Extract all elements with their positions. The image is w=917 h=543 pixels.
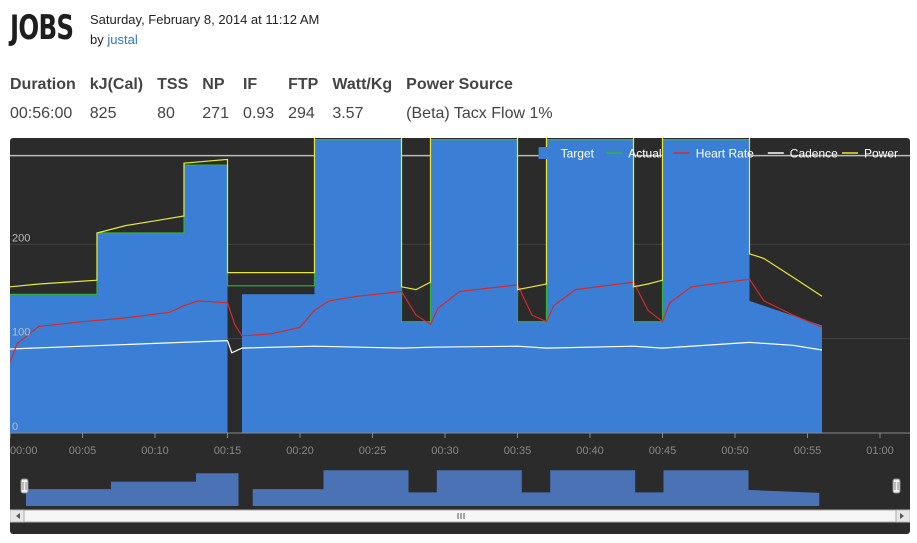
stat-header-ftp: FTP [288, 76, 319, 93]
legend-label-actual: Actual [628, 147, 661, 161]
x-tick-label-12: 01:00 [866, 445, 894, 457]
x-tick-label-6: 00:30 [431, 445, 459, 457]
stat-header-np: NP [202, 76, 225, 93]
stat-header-if: IF [242, 76, 258, 93]
x-tick-label-1: 00:05 [69, 445, 97, 457]
x-axis-ticks: 00:00 00:05 00:10 00:15 00:20 00:25 00:30 00:35… [9, 432, 910, 457]
legend-item-cadence[interactable]: Cadence [767, 147, 838, 161]
y-tick-label-1: 100 [12, 327, 30, 339]
navigator-handle-body [892, 478, 901, 494]
scrollbar-right-arrow-icon[interactable] [900, 513, 904, 519]
legend-item-actual[interactable]: Actual [606, 147, 662, 161]
stat-header-power-source: Power Source [406, 76, 513, 93]
legend-label-target: Target [561, 147, 595, 161]
stat-header-duration: Duration [10, 76, 76, 93]
y-axis-ticks: 0 100 200 [12, 232, 30, 433]
y-tick-label-2: 200 [12, 232, 30, 244]
workout-chart-panel: 0 100 200 00:00 00:05 00:10 00:15 00:20 00:25 00… [9, 83, 911, 534]
legend-swatch-target [538, 147, 557, 159]
navigator-scrollbar[interactable] [9, 509, 911, 523]
stat-value-tss: 80 [157, 105, 175, 122]
stat-header-wattkg: Watt/Kg [332, 76, 393, 93]
x-tick-label-4: 00:20 [286, 445, 314, 457]
stat-value-ftp: 294 [288, 105, 315, 122]
stat-header-kj: kJ(Cal) [89, 76, 144, 93]
cadence-line [9, 339, 823, 354]
navigator-handle-right[interactable] [892, 478, 901, 494]
author-link[interactable]: justal [107, 32, 138, 47]
stat-value-kj: 825 [89, 105, 117, 122]
heart-rate-line [9, 278, 823, 363]
activity-date: Saturday, February 8, 2014 at 11:12 AM [90, 12, 320, 27]
scrollbar-left-arrow-icon[interactable] [16, 513, 20, 519]
stat-value-power-source: (Beta) Tacx Flow 1% [406, 105, 553, 122]
app-logo[interactable]: JOBS [10, 8, 74, 48]
stats-table: Duration kJ(Cal) TSS NP IF FTP Watt/Kg P… [10, 72, 567, 130]
target-area [10, 139, 822, 433]
x-tick-label-0: 00:00 [10, 445, 38, 457]
stat-header-tss: TSS [157, 76, 189, 93]
legend-label-heart-rate: Heart Rate [696, 147, 754, 161]
legend-item-heart-rate[interactable]: Heart Rate [673, 147, 754, 161]
x-tick-label-9: 00:45 [649, 445, 677, 457]
author-prefix: by [90, 32, 104, 47]
stats-value-row: 00:56:00 825 80 271 0.93 294 3.57 (Beta)… [10, 98, 567, 130]
author-line: by justal [90, 30, 319, 50]
x-tick-label-10: 00:50 [721, 445, 749, 457]
x-tick-label-11: 00:55 [794, 445, 822, 457]
navigator-handle-body [20, 478, 29, 494]
x-tick-label-5: 00:25 [359, 445, 387, 457]
navigator[interactable] [9, 466, 911, 523]
x-tick-label-8: 00:40 [576, 445, 604, 457]
y-tick-label-0: 0 [12, 421, 18, 433]
chart-plot [9, 83, 823, 433]
legend-label-power: Power [864, 147, 898, 161]
navigator-handle-left[interactable] [20, 478, 29, 494]
stat-value-duration: 00:56:00 [10, 105, 73, 122]
stat-value-np: 271 [202, 105, 229, 122]
legend-item-target[interactable]: Target [538, 147, 595, 161]
stat-value-wattkg: 3.57 [332, 105, 364, 122]
scrollbar-thumb[interactable] [23, 509, 897, 523]
stats-header-row: Duration kJ(Cal) TSS NP IF FTP Watt/Kg P… [10, 72, 567, 98]
chart-legend[interactable]: Target Actual Heart Rate Cadence Power [538, 147, 898, 161]
activity-meta: Saturday, February 8, 2014 at 11:12 AM b… [90, 10, 319, 50]
x-tick-label-3: 00:15 [214, 445, 242, 457]
navigator-series [26, 470, 820, 506]
stat-value-if: 0.93 [242, 105, 275, 122]
x-tick-label-7: 00:35 [504, 445, 532, 457]
legend-label-cadence: Cadence [790, 147, 838, 161]
legend-item-power[interactable]: Power [842, 147, 898, 161]
x-tick-label-2: 00:10 [141, 445, 169, 457]
